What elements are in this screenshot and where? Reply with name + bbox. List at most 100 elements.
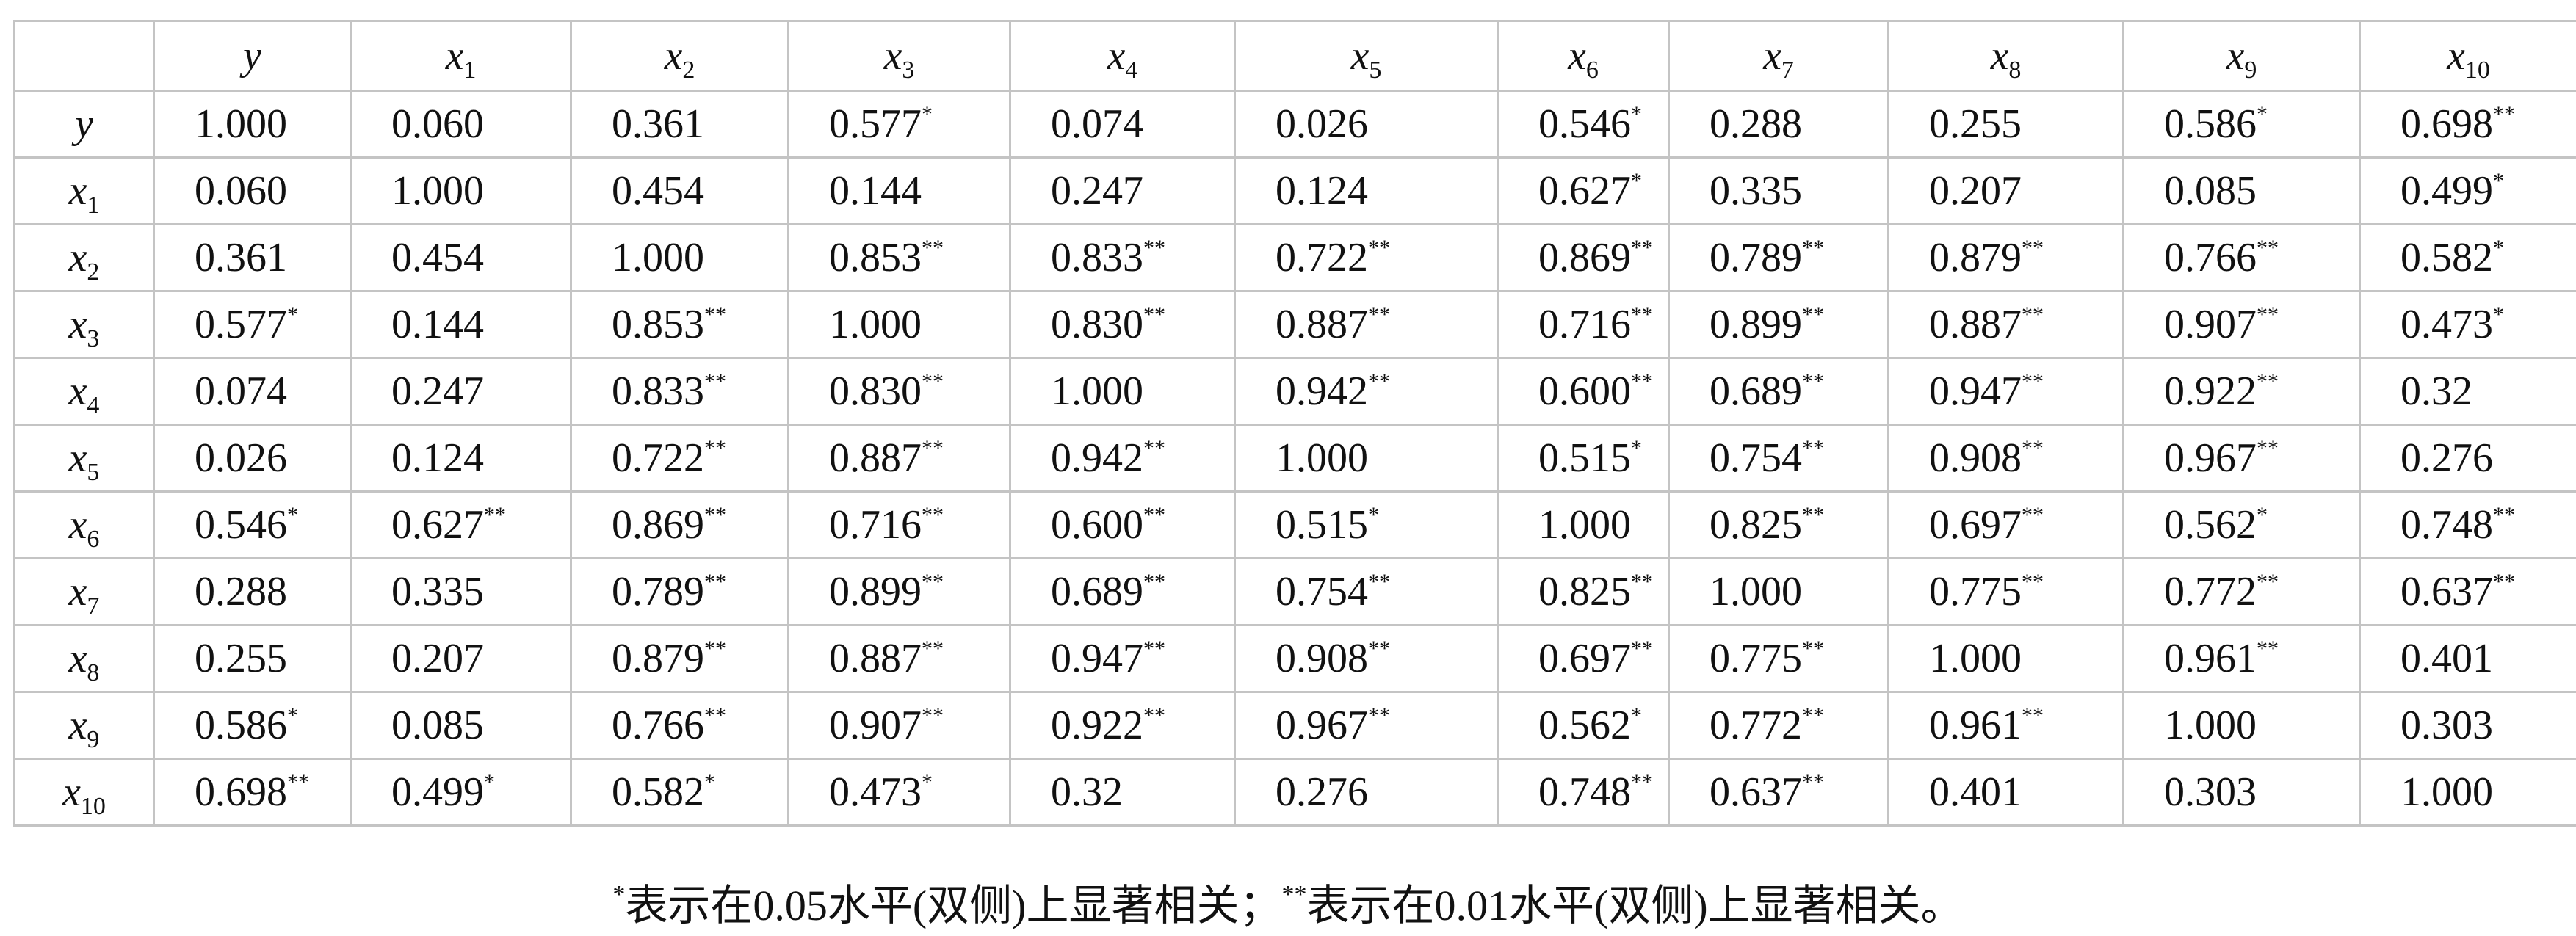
- cell-value: 0.754: [1276, 569, 1368, 614]
- row-label: x9: [13, 691, 155, 760]
- cell: 0.887**: [1887, 290, 2124, 359]
- footnote-text: 表示在0.01水平(双侧)上显著相关。: [1306, 882, 1964, 929]
- cell-value: 0.833: [1051, 235, 1143, 280]
- cell-value: 0.247: [1051, 168, 1143, 214]
- cell-value: 0.879: [1929, 235, 2022, 280]
- row-label: x10: [13, 758, 155, 827]
- cell: 0.887**: [787, 424, 1011, 493]
- cell-value: 0.085: [391, 703, 484, 748]
- significance: **: [1631, 369, 1653, 393]
- cell: 0.124: [1234, 156, 1499, 225]
- cell: 0.922**: [2122, 357, 2361, 426]
- significance: **: [287, 770, 309, 794]
- cell-value: 0.074: [195, 369, 287, 414]
- significance: **: [704, 302, 726, 327]
- header-cell: y: [153, 20, 352, 92]
- cell: 0.499*: [2359, 156, 2576, 225]
- cell-value: 1.000: [391, 168, 484, 214]
- cell: 0.361: [570, 90, 789, 159]
- cell: 1.000: [1668, 557, 1889, 626]
- cell-value: 0.698: [195, 769, 287, 815]
- significance: *: [922, 102, 933, 126]
- footnote-text: 表示在0.05水平(双侧)上显著相关；: [625, 882, 1282, 929]
- row: x9 0.586* 0.085 0.766** 0.907** 0.922** 0.967*…: [13, 691, 2576, 760]
- cell-value: 0.869: [612, 502, 704, 548]
- row: x8 0.255 0.207 0.879** 0.887** 0.947** 0.908**…: [13, 624, 2576, 693]
- significance: **: [1631, 570, 1653, 594]
- cell: 0.255: [1887, 90, 2124, 159]
- cell: 0.947**: [1887, 357, 2124, 426]
- cell: 0.255: [153, 624, 352, 693]
- significance: **: [922, 636, 944, 661]
- cell-value: 0.922: [1051, 703, 1143, 748]
- cell: 0.586*: [153, 691, 352, 760]
- cell: 0.361: [153, 223, 352, 292]
- cell: 0.32: [1009, 758, 1236, 827]
- cell-value: 0.586: [195, 703, 287, 748]
- significance: **: [2022, 503, 2044, 527]
- cell-value: 0.255: [1929, 101, 2022, 147]
- significance: **: [1368, 369, 1390, 393]
- row-label: x3: [13, 290, 155, 359]
- cell: 1.000: [1887, 624, 2124, 693]
- row: x2 0.361 0.454 1.000 0.853** 0.833** 0.722** 0.…: [13, 223, 2576, 292]
- cell-value: 1.000: [2164, 703, 2257, 748]
- cell-value: 0.303: [2164, 769, 2257, 815]
- subscript: 5: [87, 459, 100, 486]
- cell-value: 0.833: [612, 369, 704, 414]
- cell: 0.207: [350, 624, 572, 693]
- cell-value: 0.637: [1710, 769, 1802, 815]
- significance: **: [922, 503, 944, 527]
- cell: 0.789**: [570, 557, 789, 626]
- variable: x: [1107, 33, 1126, 79]
- cell: 0.766**: [2122, 223, 2361, 292]
- significance: *: [2493, 302, 2504, 327]
- cell-value: 0.887: [829, 435, 922, 481]
- table-wrap: y x1 x2 x3 x4 x5 x6 x7 x8 x9 x10 y 1.000 0.060 0.361 0.…: [13, 20, 2576, 827]
- cell-value: 0.825: [1710, 502, 1802, 548]
- header-cell: x7: [1668, 20, 1889, 92]
- cell-value: 0.085: [2164, 168, 2257, 214]
- cell: 1.000: [350, 156, 572, 225]
- significance: **: [1802, 636, 1824, 661]
- cell-value: 0.766: [612, 703, 704, 748]
- cell: 0.942**: [1009, 424, 1236, 493]
- significance: **: [1802, 302, 1824, 327]
- significance: **: [2493, 503, 2515, 527]
- significance: **: [1368, 236, 1390, 260]
- variable: x: [1568, 33, 1586, 79]
- row-label: x4: [13, 357, 155, 426]
- cell: 0.775**: [1668, 624, 1889, 693]
- cell: 0.207: [1887, 156, 2124, 225]
- cell: 0.144: [350, 290, 572, 359]
- cell-value: 0.546: [195, 502, 287, 548]
- significance: **: [2257, 369, 2279, 393]
- cell: 0.32: [2359, 357, 2576, 426]
- cell-value: 0.074: [1051, 101, 1143, 147]
- row: x5 0.026 0.124 0.722** 0.887** 0.942** 1.000 0.…: [13, 424, 2576, 493]
- cell-value: 0.401: [1929, 769, 2022, 815]
- cell-value: 0.637: [2400, 569, 2493, 614]
- significance: **: [1143, 302, 1165, 327]
- cell: 0.247: [1009, 156, 1236, 225]
- cell-value: 0.947: [1929, 369, 2022, 414]
- significance: **: [1143, 703, 1165, 728]
- cell: 0.060: [153, 156, 352, 225]
- cell-value: 0.335: [391, 569, 484, 614]
- cell: 0.942**: [1234, 357, 1499, 426]
- significance: **: [704, 703, 726, 728]
- cell: 0.124: [350, 424, 572, 493]
- significance: **: [2022, 703, 2044, 728]
- cell-value: 0.772: [1710, 703, 1802, 748]
- cell-value: 0.689: [1051, 569, 1143, 614]
- significance: **: [1631, 636, 1653, 661]
- cell-value: 0.401: [2400, 636, 2493, 681]
- row: x1 0.060 1.000 0.454 0.144 0.247 0.124 0.627* 0.…: [13, 156, 2576, 225]
- cell-value: 0.454: [612, 168, 704, 214]
- cell-value: 0.627: [391, 502, 484, 548]
- variable: x: [68, 569, 87, 614]
- cell-value: 0.899: [829, 569, 922, 614]
- variable: x: [68, 168, 87, 214]
- cell-value: 0.288: [195, 569, 287, 614]
- cell-value: 0.908: [1929, 435, 2022, 481]
